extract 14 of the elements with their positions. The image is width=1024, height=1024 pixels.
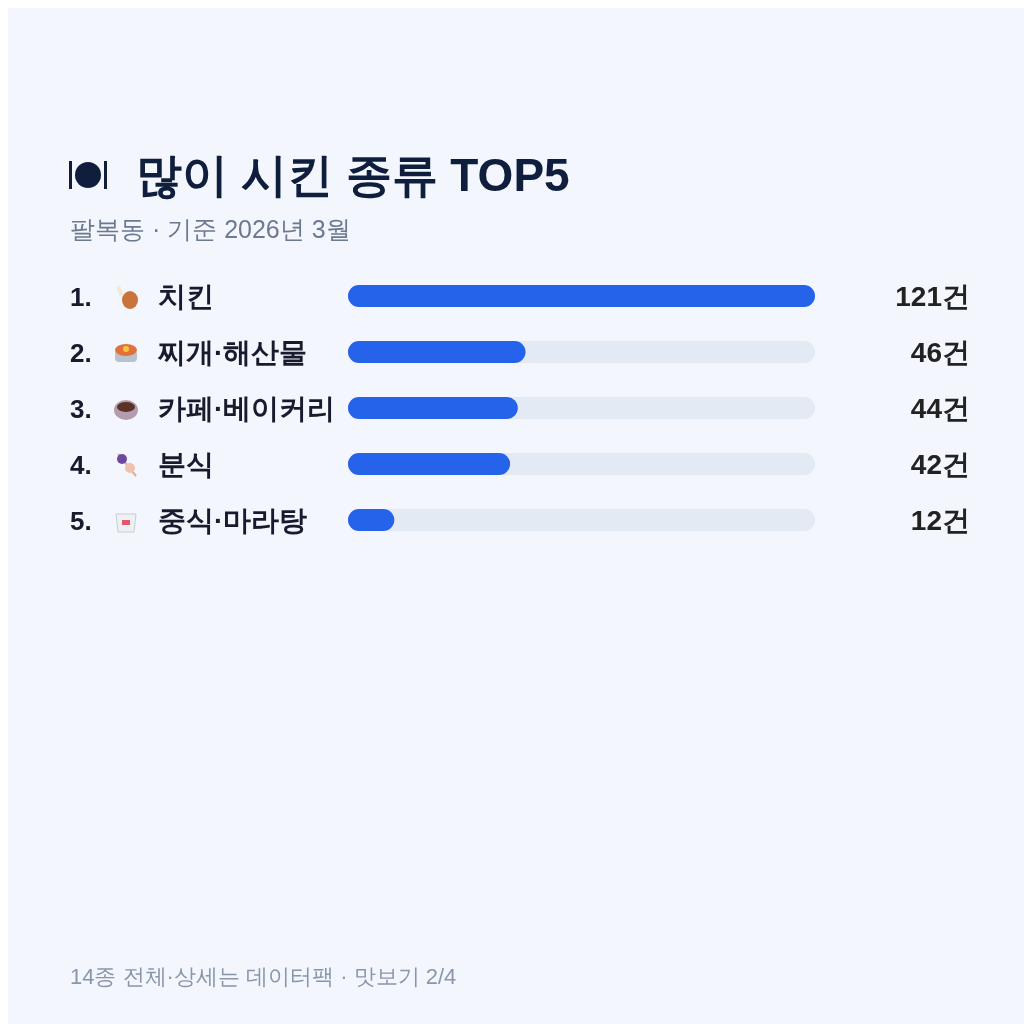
- chart-title: 많이 시킨 종류 TOP5: [136, 149, 570, 201]
- data-label: 42건: [910, 449, 970, 480]
- data-label: 12건: [910, 505, 970, 536]
- text: 14종 전체·상세는 데이터팩 · 맛보기 2/4: [70, 964, 457, 989]
- data-label: 44건: [910, 393, 970, 424]
- category-label: 5. 중식·마라탕: [70, 505, 308, 536]
- bar: [348, 509, 395, 531]
- chart-subtitle: 팔복동 · 기준 2026년 3월: [70, 215, 351, 243]
- category-label: 4. 분식: [70, 449, 214, 480]
- category-label: 1. 치킨: [70, 281, 214, 312]
- data-label: 46건: [910, 337, 970, 368]
- category-label: 3. 카페·베이커리: [70, 393, 336, 424]
- data-label: 121건: [895, 281, 970, 312]
- category-label: 2. 찌개·해산물: [70, 337, 308, 368]
